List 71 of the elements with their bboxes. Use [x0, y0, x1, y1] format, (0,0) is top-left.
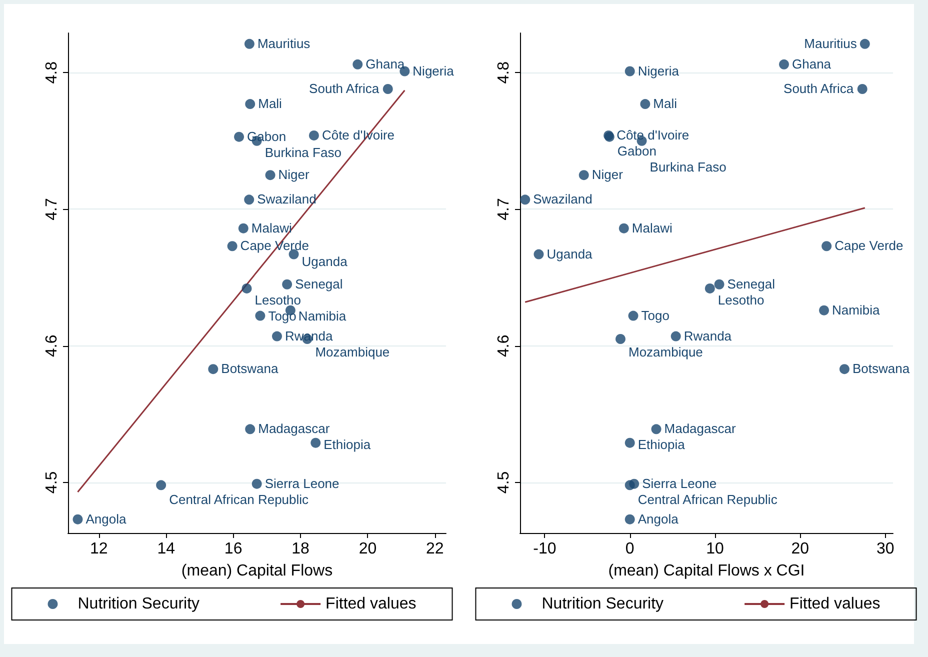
annotation: Malawi [251, 220, 292, 236]
annotation: Mali [258, 96, 282, 112]
annotation: South Africa [309, 81, 380, 96]
annotation: Central African Republic [169, 492, 310, 507]
annotation: Senegal [295, 276, 343, 292]
annotation: Namibia [832, 302, 880, 318]
y-tick-label: 4.5 [496, 471, 512, 494]
annotation: Togo [268, 308, 296, 324]
annotation: Mozambique [628, 344, 703, 360]
y-tick-label: 4.6 [496, 334, 512, 357]
annotation: Mozambique [315, 344, 390, 360]
x-tick-label: 20 [791, 540, 810, 558]
annotation: Sierra Leone [642, 476, 717, 491]
annotation: Botswana [221, 361, 280, 376]
annotation: Niger [278, 167, 310, 182]
annotation: Burkina Faso [650, 159, 726, 174]
y-tick-label: 4.8 [44, 61, 60, 84]
annotation: Cape Verde [834, 238, 904, 254]
annotation: Nigeria [638, 63, 680, 78]
x-tick-label: 0 [625, 540, 634, 558]
x-axis-title: (mean) Capital Flows [181, 562, 333, 580]
annotation: Malawi [632, 220, 672, 236]
legend-label: Fitted values [326, 596, 416, 612]
x-tick-label: 18 [292, 540, 310, 558]
annotation: Ethiopia [638, 437, 686, 452]
y-tick-label: 4.7 [496, 198, 512, 220]
x-tick-label: 22 [426, 540, 444, 558]
annotation: Rwanda [684, 328, 732, 344]
annotation: Namibia [298, 308, 347, 324]
x-tick-label: -10 [533, 540, 556, 558]
annotation: Ethiopia [324, 437, 372, 452]
x-tick-label: 16 [224, 540, 242, 558]
annotation: Uganda [546, 246, 594, 262]
annotation: Lesotho [254, 292, 302, 308]
x-tick-label: 10 [706, 540, 724, 558]
annotation: Gabon [617, 143, 656, 158]
annotation: Central African Republic [638, 492, 778, 507]
annotation: Angola [86, 511, 127, 526]
annotation: Madagascar [258, 421, 330, 436]
annotation: Mauritius [804, 36, 858, 51]
x-axis-title: (mean) Capital Flows x CGI [608, 562, 805, 580]
legend-label: Nutrition Security [78, 596, 200, 612]
legend-label: Nutrition Security [542, 596, 664, 612]
annotation: Swaziland [257, 192, 316, 207]
annotation: Uganda [302, 254, 348, 270]
annotation: South Africa [784, 81, 854, 96]
annotation: Mali [653, 96, 678, 112]
annotation: Angola [638, 511, 680, 526]
annotation: Nigeria [412, 63, 455, 78]
annotation: Sierra Leone [264, 476, 340, 491]
annotation: Ghana [792, 56, 832, 72]
y-tick-label: 4.5 [44, 471, 60, 494]
annotation: Lesotho [718, 292, 764, 308]
annotation: Madagascar [664, 421, 736, 436]
annotation: Mauritius [257, 36, 311, 51]
x-tick-label: 30 [876, 540, 894, 558]
annotation: Swaziland [533, 192, 592, 207]
legend-label: Fitted values [790, 596, 880, 612]
annotation: Togo [641, 308, 670, 323]
y-tick-label: 4.7 [44, 198, 60, 220]
annotation: Côte d'Ivoire [616, 127, 690, 142]
y-tick-label: 4.6 [44, 334, 60, 357]
annotation: Niger [592, 167, 624, 182]
x-tick-label: 14 [157, 540, 176, 558]
annotation: Senegal [727, 276, 776, 292]
x-tick-label: 12 [90, 540, 108, 558]
annotation: Burkina Faso [264, 144, 342, 160]
annotation: Botswana [852, 361, 910, 376]
annotation: Ghana [366, 56, 406, 72]
x-tick-label: 20 [358, 540, 377, 558]
y-tick-label: 4.8 [496, 61, 512, 84]
